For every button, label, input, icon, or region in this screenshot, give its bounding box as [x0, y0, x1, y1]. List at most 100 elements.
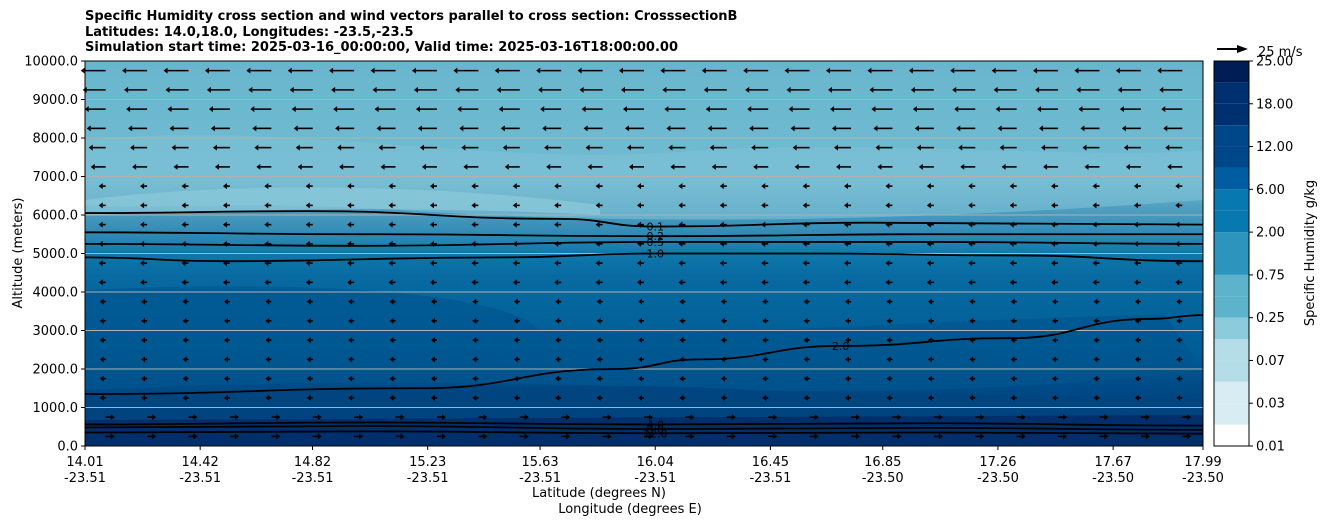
wind-vector-head [1092, 202, 1097, 209]
wind-vector-head [1187, 414, 1192, 421]
wind-vector-head [678, 221, 683, 228]
wind-vector-head [668, 144, 673, 151]
wind-vector-head [223, 375, 228, 382]
title-line-3: Simulation start time: 2025-03-16_00:00:… [85, 40, 678, 55]
wind-vector-head [993, 86, 998, 93]
wind-vector-head [926, 183, 931, 190]
wind-vector-head [1175, 279, 1180, 286]
wind-vector-head [761, 202, 766, 209]
x-tick-label-lon: -23.51 [292, 471, 334, 486]
wind-vector-head [619, 67, 623, 74]
wind-vector-head [555, 394, 560, 401]
wind-vector-head [869, 86, 874, 93]
wind-vector-head [110, 433, 115, 440]
wind-vector-head [1052, 394, 1057, 401]
wind-vector-head [749, 125, 754, 132]
wind-vector-head [348, 317, 353, 324]
wind-vector-head [867, 67, 872, 74]
wind-vector-head [378, 144, 383, 151]
wind-vector-head [388, 279, 393, 286]
wind-vector-head [761, 221, 766, 228]
y-tick-label: 2000.0 [33, 363, 79, 378]
wind-vector-head [607, 414, 612, 421]
wind-vector-head [1051, 183, 1056, 190]
wind-vector-head [538, 86, 543, 93]
x-tick-label-lat: 14.01 [66, 455, 103, 470]
colorbar-band [1214, 381, 1249, 404]
wind-vector-head [305, 279, 310, 286]
wind-vector-head [844, 202, 849, 209]
wind-vector-head [794, 163, 799, 170]
wind-vector-head [679, 394, 684, 401]
wind-vector-head [773, 414, 778, 421]
wind-vector-head [1133, 240, 1138, 247]
wind-vector-head [1051, 202, 1056, 209]
wind-vector-head [182, 317, 187, 324]
y-tick-label: 7000.0 [33, 170, 79, 185]
wind-vector-head [317, 433, 322, 440]
wind-vector-head [182, 298, 187, 305]
wind-vector-head [453, 67, 458, 74]
wind-vector-head [554, 183, 559, 190]
wind-vector-head [1134, 356, 1139, 363]
x-tick-label-lon: -23.50 [1092, 471, 1134, 486]
wind-vector-head [1093, 375, 1098, 382]
wind-vector-head [1104, 433, 1109, 440]
wind-vector-head [1176, 356, 1181, 363]
wind-vector-head [596, 375, 601, 382]
wind-vector-head [885, 183, 890, 190]
wind-vector-head [461, 144, 466, 151]
wind-vector-head [181, 202, 186, 209]
x-axis: 14.01-23.5114.42-23.5114.82-23.5115.23-2… [64, 446, 1224, 486]
wind-vector-head [583, 125, 588, 132]
wind-vector-head [128, 125, 133, 132]
wind-vector-head [701, 67, 706, 74]
wind-vector-head [1125, 163, 1130, 170]
wind-vector-head [1092, 221, 1097, 228]
wind-vector-head [256, 163, 261, 170]
wind-vector-head [1043, 163, 1048, 170]
wind-vector-head [773, 433, 778, 440]
wind-vector-head [429, 279, 434, 286]
wind-vector-head [784, 67, 789, 74]
wind-vector-head [678, 260, 683, 267]
wind-vector-head [731, 414, 736, 421]
wind-vector-head [916, 144, 921, 151]
wind-vector-head [459, 125, 464, 132]
wind-vector-head [512, 202, 517, 209]
wind-vector-head [1175, 202, 1180, 209]
wind-vector-head [958, 144, 963, 151]
wind-vector-head [585, 144, 590, 151]
colorbar-tick-label: 0.01 [1256, 440, 1285, 455]
title-line-2: Latitudes: 14.0,18.0, Longitudes: -23.5,… [85, 24, 414, 40]
wind-vector-head [171, 144, 176, 151]
wind-vector-head [297, 163, 302, 170]
quiver-key: 25 m/s [1217, 45, 1303, 60]
wind-vector-head [720, 298, 725, 305]
wind-vector-head [803, 298, 808, 305]
x-tick-label-lat: 16.04 [637, 455, 674, 470]
wind-vector-head [832, 125, 837, 132]
wind-vector-head [968, 221, 973, 228]
wind-vector-head [1076, 86, 1081, 93]
wind-vector-head [1051, 240, 1056, 247]
wind-vector-head [430, 337, 435, 344]
wind-vector-head [554, 202, 559, 209]
wind-vector-head [762, 317, 767, 324]
wind-vector-head [1035, 86, 1040, 93]
wind-vector-head [629, 163, 633, 170]
wind-vector-head [803, 317, 808, 324]
wind-vector-head [662, 86, 667, 93]
wind-vector-head [877, 163, 882, 170]
wind-vector-head [1052, 337, 1057, 344]
wind-vector-head [264, 202, 269, 209]
wind-vector-head [1080, 125, 1085, 132]
wind-vector-head [844, 260, 849, 267]
wind-vector-head [720, 337, 725, 344]
wind-vector-head [596, 356, 601, 363]
wind-vector-head [348, 375, 353, 382]
wind-vector-head [359, 414, 364, 421]
colorbar-band [1214, 189, 1249, 211]
wind-vector-head [141, 317, 146, 324]
wind-vector-head [140, 279, 145, 286]
